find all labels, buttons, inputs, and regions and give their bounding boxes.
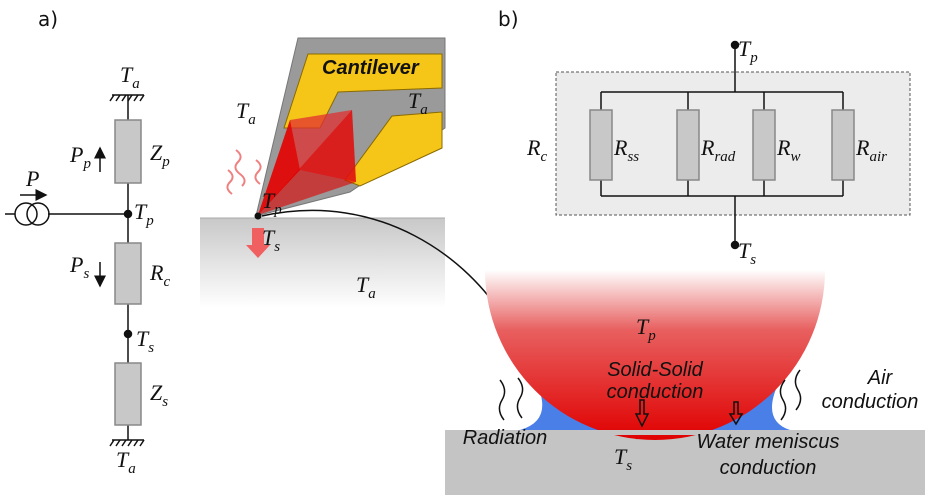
symbol-subscript: rad: [714, 149, 735, 165]
symbol-subscript: s: [148, 340, 154, 356]
symbol-label: Zs: [150, 380, 168, 410]
symbol-label: P: [25, 166, 39, 191]
symbol-label: Pp: [69, 142, 91, 172]
symbol-subscript: p: [145, 213, 154, 229]
symbol-base: P: [69, 252, 83, 277]
symbol-label: Ta: [116, 447, 136, 477]
text-label: Air: [867, 367, 894, 389]
resistor: [677, 110, 699, 180]
text-label: conduction: [720, 457, 817, 479]
symbol-subscript: s: [162, 394, 168, 410]
symbol-subscript: c: [163, 274, 170, 290]
symbol-base: R: [776, 135, 791, 160]
symbol-label: Rc: [526, 135, 547, 165]
diagram: a) b) Cantilever: [0, 0, 925, 495]
symbol-label: Ts: [738, 238, 756, 268]
symbol-subscript: p: [82, 156, 91, 172]
resistor: [590, 110, 612, 180]
symbol-base: R: [700, 135, 715, 160]
symbol-subscript: p: [161, 154, 170, 170]
cantilever-label: Cantilever: [322, 57, 420, 79]
symbol-base: P: [69, 142, 83, 167]
text-label: Water meniscus: [696, 431, 839, 453]
symbol-subscript: s: [626, 458, 632, 474]
symbol-subscript: w: [790, 149, 800, 165]
symbol-subscript: air: [869, 149, 887, 165]
panel-label: b): [498, 7, 519, 31]
symbol-subscript: s: [274, 239, 280, 255]
symbol-subscript: a: [368, 286, 376, 302]
text-label: Solid-Solid: [607, 359, 703, 381]
symbol-subscript: a: [248, 112, 256, 128]
resistor: [753, 110, 775, 180]
symbol-label: Zp: [150, 140, 170, 170]
symbol-subscript: p: [273, 202, 282, 218]
symbol-subscript: ss: [627, 149, 639, 165]
symbol-base: R: [149, 260, 164, 285]
symbol-subscript: s: [750, 252, 756, 268]
symbol-label: Ta: [120, 62, 140, 92]
resistor: [832, 110, 854, 180]
symbol-subscript: c: [540, 149, 547, 165]
symbol-subscript: a: [420, 102, 428, 118]
probe-sketch: Cantilever: [200, 38, 505, 320]
symbol-subscript: s: [83, 266, 89, 282]
symbol-base: R: [526, 135, 541, 160]
panel-label: a): [38, 7, 58, 31]
symbol-label: Tp: [738, 36, 758, 66]
text-label: Radiation: [463, 427, 548, 449]
symbol-base: R: [613, 135, 628, 160]
symbol-label: Ps: [69, 252, 89, 282]
symbol-subscript: p: [749, 50, 758, 66]
symbol-base: Z: [150, 380, 163, 405]
symbol-label: Rc: [149, 260, 170, 290]
text-label: conduction: [822, 391, 919, 413]
symbol-subscript: p: [647, 328, 656, 344]
symbol-label: Ta: [236, 98, 256, 128]
symbol-subscript: a: [132, 76, 140, 92]
symbol-label: Ts: [136, 326, 154, 356]
text-label: conduction: [607, 381, 704, 403]
symbol-base: P: [25, 166, 39, 191]
symbol-base: Z: [150, 140, 163, 165]
symbol-base: R: [855, 135, 870, 160]
symbol-label: Tp: [134, 199, 154, 229]
symbol-subscript: a: [128, 461, 136, 477]
